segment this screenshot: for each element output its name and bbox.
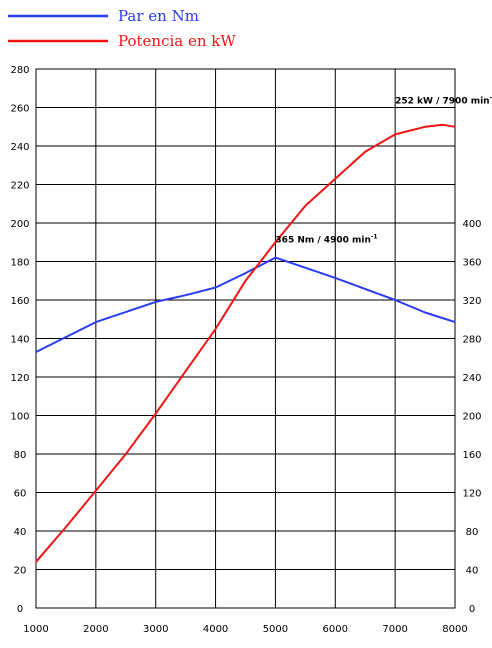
series-0-point	[424, 311, 426, 314]
y-left-tick-label: 20	[14, 566, 27, 577]
y-left-tick-label: 0	[17, 604, 23, 615]
series-lines	[35, 123, 456, 563]
y-left-tick-label: 160	[10, 296, 29, 307]
y-right-tick-label: 40	[466, 566, 479, 577]
y-left-tick-label: 100	[10, 412, 29, 423]
legend-label-par: Par en Nm	[118, 7, 199, 25]
y-left-tick-label: 200	[10, 219, 29, 230]
x-tick-label: 4000	[203, 624, 228, 635]
y-right-tick-label: 320	[462, 296, 481, 307]
y-right-tick-label: 280	[462, 335, 481, 346]
plot-grid	[35, 68, 456, 609]
annotations: 252 kW / 7900 min-1 365 Nm / 4900 min-1	[275, 95, 492, 246]
y-right-tick-label: 240	[462, 373, 481, 384]
series-0-point	[154, 301, 157, 303]
x-tick-label: 3000	[143, 624, 168, 635]
series-1-point	[184, 370, 187, 373]
series-line-0	[35, 256, 456, 353]
series-1-point	[364, 150, 367, 153]
x-tick-label: 5000	[263, 624, 288, 635]
x-tick-label: 7000	[382, 624, 407, 635]
series-0-point	[454, 321, 456, 323]
series-1-point	[424, 125, 426, 128]
y-right-tick-label: 80	[466, 527, 479, 538]
series-1-point	[65, 526, 67, 528]
y-left-tick-label: 260	[10, 104, 29, 115]
y-left-tick-label: 60	[14, 489, 27, 500]
y-left-tick-label: 220	[10, 181, 29, 192]
series-1-point	[214, 328, 217, 330]
annotation-label: 365 Nm / 4900 min-1	[275, 233, 377, 245]
y-right-tick-label: 200	[462, 412, 481, 423]
y-left-tick-label: 240	[10, 142, 29, 153]
legend-label-potencia: Potencia en kW	[118, 32, 236, 50]
series-1-point	[244, 279, 247, 282]
axes: 1000 2000 3000 4000 5000 6000 7000 800002040608…	[10, 65, 481, 635]
x-tick-label: 6000	[323, 624, 348, 635]
series-1-point	[394, 133, 396, 136]
series-1-point	[334, 177, 337, 180]
series-0-point	[35, 351, 37, 353]
series-1-point	[95, 489, 97, 492]
x-tick-label: 8000	[442, 624, 467, 635]
series-line-1	[35, 123, 456, 563]
series-1-point	[274, 241, 277, 244]
series-1-point	[124, 453, 127, 455]
series-1-point	[442, 124, 444, 126]
y-left-tick-label: 180	[10, 258, 29, 269]
y-left-tick-label: 280	[10, 65, 29, 76]
series-0-point	[334, 277, 337, 279]
series-0-point	[244, 272, 247, 274]
y-right-tick-label: 360	[462, 258, 481, 269]
series-1-point	[304, 204, 307, 207]
y-right-tick-label: 400	[462, 219, 481, 230]
y-left-tick-label: 140	[10, 335, 29, 346]
series-0-point	[95, 321, 97, 323]
annotation-label: 252 kW / 7900 min-1	[395, 95, 492, 107]
y-left-tick-label: 80	[14, 450, 27, 461]
series-0-point	[214, 286, 217, 289]
legend: Par en Nm Potencia en kW	[8, 7, 236, 50]
x-tick-label: 2000	[83, 624, 108, 635]
y-right-tick-label: 160	[462, 450, 481, 461]
x-tick-label: 1000	[23, 624, 48, 635]
series-0-point	[274, 256, 277, 259]
series-1-point	[154, 412, 157, 415]
series-1-point	[454, 125, 456, 128]
y-right-tick-label: 0	[469, 604, 475, 615]
y-left-tick-label: 40	[14, 527, 27, 538]
series-0-point	[184, 294, 187, 296]
y-left-tick-label: 120	[10, 373, 29, 384]
series-1-point	[35, 561, 37, 563]
series-0-point	[394, 299, 396, 301]
y-right-tick-label: 120	[462, 489, 481, 500]
